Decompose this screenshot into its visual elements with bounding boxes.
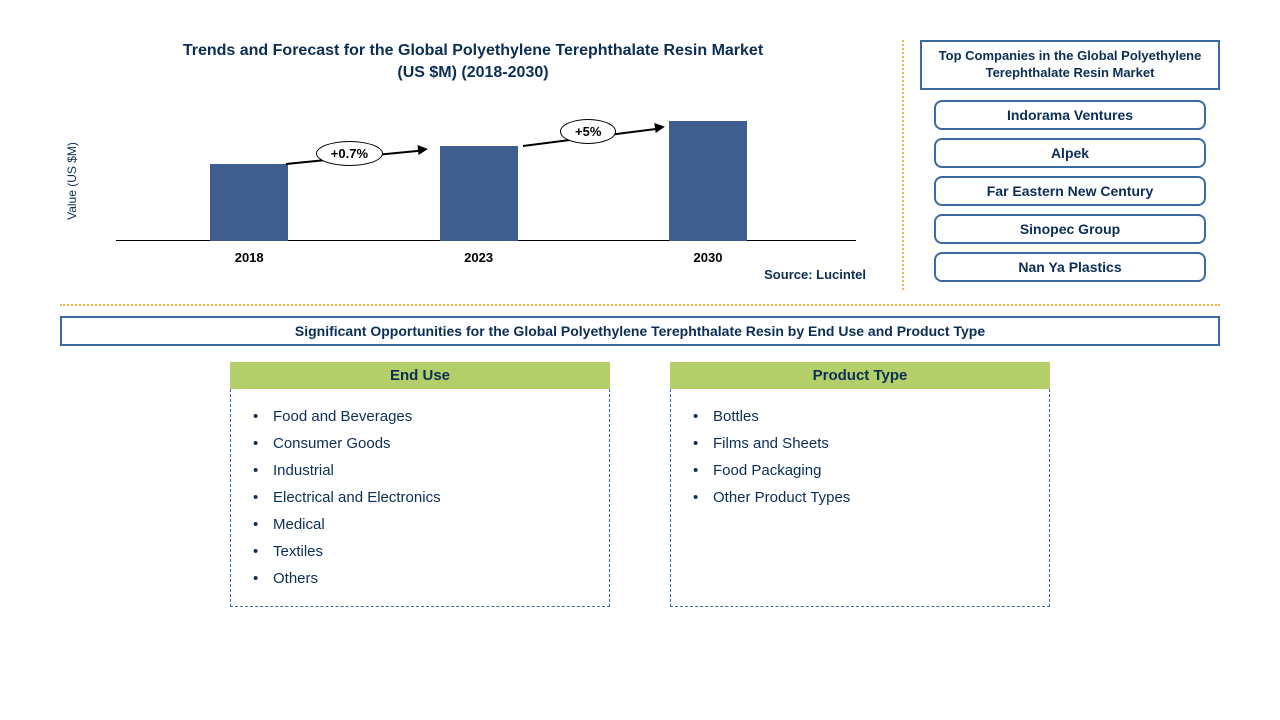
company-item: Indorama Ventures	[934, 100, 1206, 130]
list-item: Food Packaging	[685, 457, 1037, 484]
list-item: Other Product Types	[685, 484, 1037, 511]
bar	[210, 164, 288, 241]
list-item: Industrial	[245, 457, 597, 484]
list-item: Medical	[245, 511, 597, 538]
product-type-body: BottlesFilms and SheetsFood PackagingOth…	[670, 389, 1050, 607]
end-use-list: Food and BeveragesConsumer GoodsIndustri…	[245, 403, 597, 592]
company-item: Nan Ya Plastics	[934, 252, 1206, 282]
arrow-head-icon	[417, 144, 428, 155]
bar	[669, 121, 747, 241]
product-type-box: Product Type BottlesFilms and SheetsFood…	[670, 362, 1050, 607]
list-item: Textiles	[245, 538, 597, 565]
opportunities-banner: Significant Opportunities for the Global…	[60, 316, 1220, 346]
company-item: Alpek	[934, 138, 1206, 168]
chart-source: Source: Lucintel	[60, 267, 866, 282]
x-tick-label: 2023	[464, 250, 493, 265]
chart-title-line1: Trends and Forecast for the Global Polye…	[183, 42, 763, 59]
end-use-header: End Use	[230, 362, 610, 389]
chart-title: Trends and Forecast for the Global Polye…	[60, 40, 886, 83]
product-type-header: Product Type	[670, 362, 1050, 389]
lists-row: End Use Food and BeveragesConsumer Goods…	[60, 362, 1220, 607]
companies-panel: Top Companies in the Global Polyethylene…	[920, 40, 1220, 290]
list-item: Food and Beverages	[245, 403, 597, 430]
bar	[440, 146, 518, 241]
bar-chart: Value (US $M) 201820232030+0.7%+5%	[116, 101, 856, 261]
top-row: Trends and Forecast for the Global Polye…	[60, 40, 1220, 290]
growth-label: +0.7%	[316, 141, 383, 166]
list-item: Others	[245, 565, 597, 592]
growth-label: +5%	[560, 119, 616, 144]
chart-title-line2: (US $M) (2018-2030)	[397, 64, 548, 81]
company-item: Far Eastern New Century	[934, 176, 1206, 206]
list-item: Electrical and Electronics	[245, 484, 597, 511]
end-use-body: Food and BeveragesConsumer GoodsIndustri…	[230, 389, 610, 607]
vertical-divider	[902, 40, 904, 290]
product-type-list: BottlesFilms and SheetsFood PackagingOth…	[685, 403, 1037, 511]
chart-section: Trends and Forecast for the Global Polye…	[60, 40, 886, 290]
companies-header: Top Companies in the Global Polyethylene…	[920, 40, 1220, 90]
x-tick-label: 2030	[694, 250, 723, 265]
list-item: Films and Sheets	[685, 430, 1037, 457]
companies-list: Indorama Ventures Alpek Far Eastern New Ce…	[920, 100, 1220, 282]
arrow-head-icon	[654, 122, 665, 133]
list-item: Bottles	[685, 403, 1037, 430]
horizontal-divider	[60, 304, 1220, 306]
y-axis-label: Value (US $M)	[65, 142, 79, 220]
list-item: Consumer Goods	[245, 430, 597, 457]
end-use-box: End Use Food and BeveragesConsumer Goods…	[230, 362, 610, 607]
x-tick-label: 2018	[235, 250, 264, 265]
company-item: Sinopec Group	[934, 214, 1206, 244]
